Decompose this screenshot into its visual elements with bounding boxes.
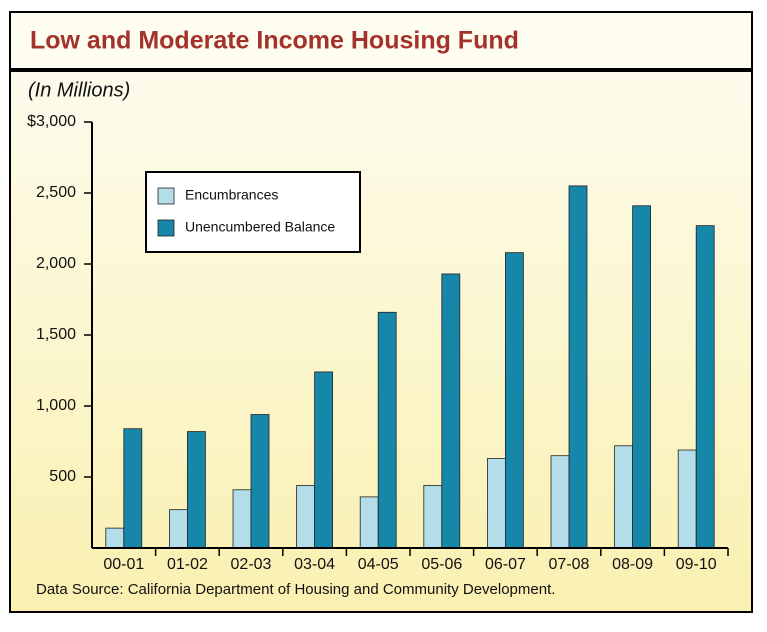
subtitle: (In Millions) xyxy=(28,79,130,101)
bar xyxy=(314,371,334,549)
bar xyxy=(677,449,697,549)
bar xyxy=(614,445,633,549)
y-tick-label: 2,500 xyxy=(36,184,76,201)
bar xyxy=(186,431,206,549)
legend-label: Encumbrances xyxy=(185,187,278,203)
bar xyxy=(105,527,125,549)
x-tick-label: 04-05 xyxy=(358,556,399,573)
title-band xyxy=(11,13,751,69)
y-tick-label: $3,000 xyxy=(27,113,76,130)
bar xyxy=(168,509,188,549)
bar xyxy=(123,428,143,549)
source-note: Data Source: California Department of Ho… xyxy=(36,581,555,598)
y-tick-label: 500 xyxy=(49,468,76,485)
bar xyxy=(504,252,524,549)
x-tick-label: 01-02 xyxy=(167,556,208,573)
y-tick-label: 1,000 xyxy=(36,397,76,414)
x-tick-label: 06-07 xyxy=(485,556,526,573)
legend-swatch xyxy=(157,219,175,237)
x-tick-label: 00-01 xyxy=(103,556,144,573)
x-tick-label: 05-06 xyxy=(421,556,462,573)
legend-swatch xyxy=(157,187,175,205)
bar xyxy=(441,273,461,549)
bar xyxy=(423,485,443,549)
bar xyxy=(250,414,270,549)
y-tick-label: 1,500 xyxy=(36,326,76,343)
bar xyxy=(359,496,379,549)
bar xyxy=(632,205,651,549)
legend-box xyxy=(145,171,361,253)
bar xyxy=(486,458,506,549)
bar xyxy=(695,225,715,549)
x-tick-label: 08-09 xyxy=(612,556,653,573)
bar xyxy=(232,489,252,549)
x-tick-label: 02-03 xyxy=(231,556,272,573)
bar xyxy=(377,311,397,549)
bar xyxy=(550,455,570,549)
y-tick-label: 2,000 xyxy=(36,255,76,272)
chart-title: Low and Moderate Income Housing Fund xyxy=(30,27,519,55)
bar xyxy=(296,485,316,549)
bar xyxy=(568,185,588,549)
x-tick-label: 07-08 xyxy=(549,556,590,573)
legend-label: Unencumbered Balance xyxy=(185,219,335,235)
x-tick-label: 09-10 xyxy=(676,556,717,573)
x-tick-label: 03-04 xyxy=(294,556,335,573)
